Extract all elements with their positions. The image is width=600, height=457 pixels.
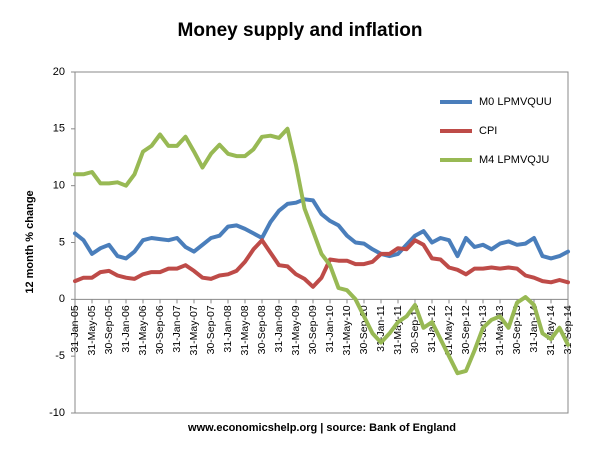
x-tick-label: 31-Jan-08 <box>222 305 234 352</box>
x-tick-label: 31-Jan-09 <box>273 305 285 352</box>
y-tick-label: 10 <box>53 180 65 192</box>
x-tick-label: 30-Sep-09 <box>307 305 319 354</box>
x-tick-label: 30-Sep-06 <box>154 305 166 354</box>
x-tick-label: 31-May-10 <box>341 305 353 355</box>
x-tick-label: 31-Jan-07 <box>171 305 183 352</box>
y-tick-label: 20 <box>53 66 65 78</box>
x-tick-label: 31-May-05 <box>86 305 98 355</box>
y-axis-label: 12 month % change <box>24 190 36 293</box>
x-tick-label: 31-May-11 <box>392 305 404 355</box>
x-tick-label: 31-Jan-12 <box>426 305 438 352</box>
y-tick-label: 0 <box>59 293 65 305</box>
x-tick-label: 31-Jan-10 <box>324 305 336 352</box>
x-tick-label: 31-May-09 <box>290 305 302 355</box>
y-tick-label: 5 <box>59 236 65 248</box>
x-tick-label: 31-May-06 <box>137 305 149 355</box>
x-tick-label: 31-Jan-06 <box>120 305 132 352</box>
y-tick-label: -5 <box>55 350 65 362</box>
legend-label: M4 LPMVQJU <box>479 154 549 166</box>
x-tick-label: 31-May-08 <box>239 305 251 355</box>
x-tick-label: 31-Jan-11 <box>375 305 387 352</box>
series-line <box>73 126 570 376</box>
x-tick-label: 31-May-12 <box>443 305 455 355</box>
y-tick-label: -10 <box>49 407 65 419</box>
x-tick-label: 31-May-07 <box>188 305 200 355</box>
x-tick-label: 30-Sep-12 <box>460 305 472 354</box>
x-tick-label: 30-Sep-08 <box>256 305 268 354</box>
x-tick-label: 31-May-14 <box>545 305 557 355</box>
x-tick-label: 31-Sep-14 <box>562 305 574 354</box>
x-tick-label: 30-Sep-10 <box>358 305 370 354</box>
series-line <box>73 197 570 261</box>
x-tick-label: 31-Jan-05 <box>69 305 81 352</box>
x-tick-label: 31-May-13 <box>494 305 506 355</box>
x-tick-label: 30-Sep-05 <box>103 305 115 354</box>
legend-label: M0 LPMVQUU <box>479 96 552 108</box>
series-line <box>73 238 570 289</box>
y-tick-label: 15 <box>53 123 65 135</box>
plot-frame <box>74 71 569 414</box>
chart-title: Money supply and inflation <box>178 20 423 41</box>
legend-label: CPI <box>479 125 497 137</box>
caption: www.economicshelp.org | source: Bank of … <box>187 422 456 434</box>
x-tick-label: 30-Sep-07 <box>205 305 217 354</box>
